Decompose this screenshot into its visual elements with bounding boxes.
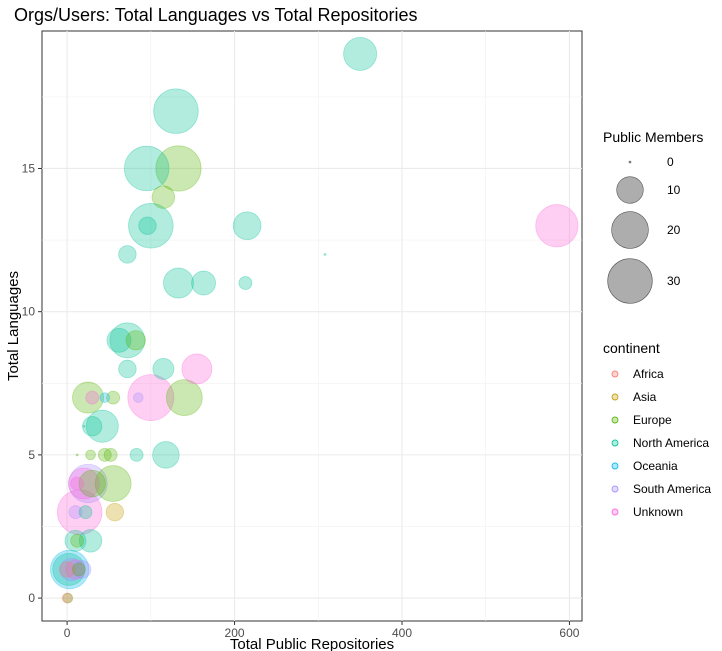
- color-legend-label: Unknown: [633, 505, 683, 519]
- data-point: [49, 549, 90, 590]
- color-legend-key: [611, 393, 619, 401]
- axes: 0 200 400 600 0 5 10 15: [22, 161, 580, 640]
- data-point: [153, 88, 199, 134]
- color-legend-key: [611, 485, 619, 493]
- data-point: [73, 560, 92, 579]
- size-legend-label: 10: [667, 183, 681, 197]
- data-point: [163, 267, 194, 299]
- size-legend-label: 20: [667, 223, 681, 237]
- data-point: [56, 489, 103, 535]
- data-point: [72, 381, 104, 414]
- data-point: [68, 505, 83, 520]
- data-point: [109, 322, 146, 359]
- data-point: [191, 270, 216, 296]
- color-legend-label: North America: [633, 436, 709, 450]
- y-tick-label: 0: [28, 591, 35, 605]
- plot-panel: [41, 30, 583, 622]
- data-point: [106, 390, 121, 405]
- data-point: [128, 203, 174, 249]
- data-point: [78, 469, 106, 498]
- data-point: [152, 441, 180, 469]
- data-point: [70, 476, 85, 491]
- data-point: [58, 561, 76, 578]
- color-legend-key: [611, 508, 619, 516]
- color-legend-key: [611, 370, 619, 378]
- data-point: [75, 453, 79, 457]
- data-point: [78, 505, 93, 520]
- data-point: [94, 465, 132, 502]
- data-point: [82, 416, 103, 437]
- size-legend-label: 0: [667, 155, 674, 169]
- data-point: [78, 529, 103, 553]
- y-tick-label: 15: [22, 161, 36, 175]
- data-point: [125, 330, 146, 351]
- color-legend: continent Africa Asia Europe North America O…: [603, 340, 711, 519]
- data-point: [132, 392, 144, 403]
- data-point: [71, 562, 86, 577]
- data-point: [62, 592, 74, 604]
- grid-lines: [42, 31, 582, 621]
- color-legend-label: Asia: [633, 390, 657, 404]
- data-point: [152, 358, 175, 380]
- data-point: [232, 211, 262, 241]
- data-point: [64, 529, 87, 552]
- data-point: [106, 327, 132, 353]
- size-legend: Public Members 0 10 20 30: [603, 129, 703, 304]
- data-point: [103, 447, 118, 462]
- data-point: [123, 145, 170, 192]
- size-legend-title: Public Members: [603, 129, 703, 145]
- data-point: [155, 145, 202, 192]
- color-legend-key: [611, 462, 619, 470]
- x-tick-label: 600: [559, 626, 579, 640]
- y-tick-label: 10: [22, 305, 36, 319]
- size-legend-key: [628, 160, 632, 164]
- chart-title: Orgs/Users: Total Languages vs Total Rep…: [14, 5, 418, 25]
- data-point: [82, 424, 86, 428]
- size-legend-key: [611, 211, 649, 249]
- size-legend-key: [616, 176, 644, 204]
- size-legend-key: [607, 258, 653, 304]
- data-point: [52, 552, 86, 586]
- data-point: [127, 374, 175, 422]
- data-point: [535, 204, 579, 248]
- data-point: [323, 252, 327, 256]
- data-point: [85, 390, 100, 405]
- data-point: [67, 467, 100, 500]
- color-legend-label: Africa: [633, 367, 664, 381]
- data-point: [129, 447, 144, 462]
- data-point: [61, 592, 73, 604]
- color-legend-label: Europe: [633, 413, 672, 427]
- data-point: [99, 392, 111, 403]
- data-point: [65, 559, 86, 580]
- data-point: [85, 449, 96, 461]
- y-axis-title: Total Languages: [5, 271, 22, 381]
- data-point: [343, 36, 378, 71]
- data-point: [165, 379, 203, 416]
- data-point: [238, 276, 253, 290]
- data-point: [59, 557, 83, 582]
- data-point: [138, 216, 157, 235]
- x-tick-label: 200: [225, 626, 245, 640]
- data-point: [70, 533, 85, 548]
- data-point: [118, 245, 137, 264]
- x-tick-label: 400: [392, 626, 412, 640]
- color-legend-key: [611, 416, 619, 424]
- y-tick-label: 5: [28, 448, 35, 462]
- data-point: [151, 185, 176, 209]
- data-point: [118, 359, 137, 379]
- color-legend-title: continent: [603, 340, 660, 356]
- x-tick-label: 0: [64, 626, 71, 640]
- size-legend-label: 30: [667, 274, 681, 288]
- x-axis-title: Total Public Repositories: [230, 636, 394, 651]
- data-point: [68, 463, 108, 504]
- data-point: [97, 447, 112, 462]
- data-point: [105, 502, 125, 522]
- color-legend-label: South America: [633, 482, 711, 496]
- data-points: [49, 36, 579, 604]
- color-legend-label: Oceania: [633, 459, 678, 473]
- color-legend-key: [611, 439, 619, 447]
- data-point: [181, 353, 213, 385]
- data-point: [85, 409, 119, 443]
